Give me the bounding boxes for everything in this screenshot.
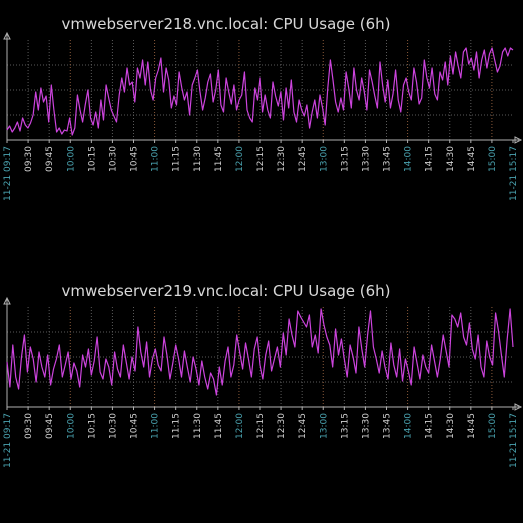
x-tick-label: 12:45	[298, 413, 308, 439]
x-tick-label: 11:30	[193, 413, 203, 439]
x-tick-label: 15:00	[488, 146, 498, 172]
x-tick-label: 13:30	[361, 146, 371, 172]
x-tick-label: 11:30	[193, 146, 203, 172]
x-tick-label: 14:00	[404, 146, 414, 172]
x-tick-label: 13:00	[319, 413, 329, 439]
x-tick-label: 12:00	[235, 146, 245, 172]
x-tick-label: 12:30	[277, 413, 287, 439]
x-tick-label: 13:45	[383, 146, 393, 172]
x-tick-label: 14:00	[404, 413, 414, 439]
x-tick-label: 14:30	[446, 413, 456, 439]
x-tick-label: 14:30	[446, 146, 456, 172]
x-tick-label: 12:15	[256, 413, 266, 439]
x-tick-label: 09:45	[45, 146, 55, 172]
x-tick-label: 09:30	[24, 413, 34, 439]
x-tick-label: 11-21 09:17	[3, 413, 13, 468]
x-tick-label: 10:15	[87, 413, 97, 439]
y-axis-arrow	[3, 31, 11, 40]
x-tick-label: 09:30	[24, 146, 34, 172]
x-axis-arrow	[514, 136, 523, 144]
x-tick-label: 10:00	[66, 146, 76, 172]
x-tick-label: 11:45	[214, 413, 224, 439]
x-tick-label: 13:15	[340, 413, 350, 439]
x-tick-label: 10:15	[87, 146, 97, 172]
x-tick-label: 12:00	[235, 413, 245, 439]
x-tick-label: 11:15	[172, 146, 182, 172]
x-tick-label: 11-21 15:17	[509, 146, 519, 201]
x-tick-label: 11:45	[214, 146, 224, 172]
x-tick-label: 10:30	[108, 146, 118, 172]
x-tick-label: 10:45	[130, 413, 140, 439]
x-axis-arrow	[514, 403, 523, 411]
y-axis-arrow	[3, 296, 11, 305]
x-tick-label: 11:00	[151, 413, 161, 439]
x-tick-label: 14:15	[425, 413, 435, 439]
x-tick-label: 09:45	[45, 413, 55, 439]
x-tick-label: 12:45	[298, 146, 308, 172]
chart-2-plot: 11-21 09:17 09:30 09:45 10:00 10:15 10:30 10:4…	[3, 296, 523, 468]
cpu-usage-series-line	[6, 308, 514, 396]
x-tick-label: 11:00	[151, 146, 161, 172]
x-tick-label: 13:45	[383, 413, 393, 439]
chart-1-title: vmwebserver218.vnc.local: CPU Usage (6h)	[61, 15, 390, 33]
x-tick-label: 15:00	[488, 413, 498, 439]
cpu-usage-series-line	[6, 47, 514, 136]
x-tick-label: 13:00	[319, 146, 329, 172]
x-tick-label: 13:15	[340, 146, 350, 172]
x-tick-label: 10:00	[66, 413, 76, 439]
x-tick-label: 13:30	[361, 413, 371, 439]
x-tick-label: 12:15	[256, 146, 266, 172]
x-tick-label: 11-21 15:17	[509, 413, 519, 468]
x-tick-label: 11-21 09:17	[3, 146, 13, 201]
chart-1-plot: 11-21 09:17 09:30 09:45 10:00 10:15 10:30 10:4…	[3, 31, 523, 201]
x-tick-label: 11:15	[172, 413, 182, 439]
x-tick-label: 12:30	[277, 146, 287, 172]
x-tick-label: 14:45	[467, 413, 477, 439]
x-tick-label: 14:45	[467, 146, 477, 172]
chart-2-title: vmwebserver219.vnc.local: CPU Usage (6h)	[61, 282, 390, 300]
x-tick-label: 14:15	[425, 146, 435, 172]
x-tick-label: 10:45	[130, 146, 140, 172]
x-tick-label: 10:30	[108, 413, 118, 439]
